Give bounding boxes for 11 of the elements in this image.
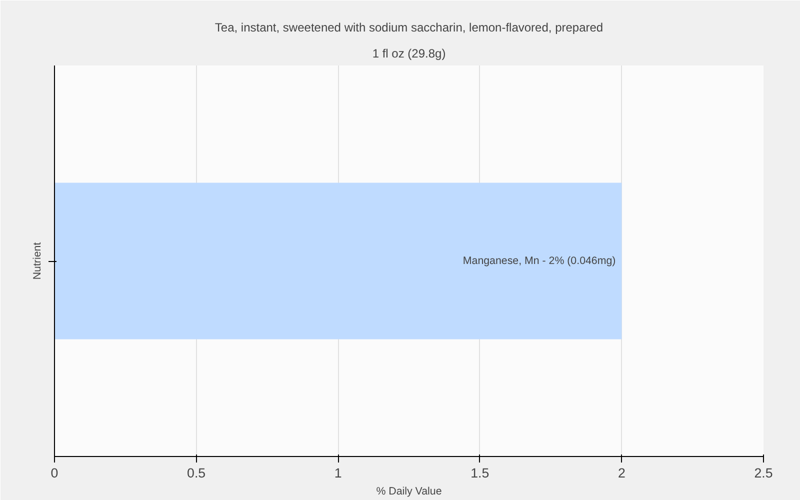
x-tick-label: 1	[334, 466, 342, 480]
x-tick-label: 1.5	[470, 466, 490, 480]
x-tick-label: 0	[50, 466, 58, 480]
x-axis-title: % Daily Value	[376, 486, 442, 498]
x-tick-label: 2.5	[754, 466, 773, 480]
chart-title: Tea, instant, sweetened with sodium saccharin, lemon-flavored, prepared	[214, 20, 604, 34]
x-tick-label: 2	[618, 466, 626, 480]
y-axis-title: Nutrient	[32, 242, 44, 280]
x-tick-label: 0.5	[187, 466, 206, 480]
chart-subtitle: 1 fl oz (29.8g)	[372, 46, 446, 60]
annotation: Manganese, Mn - 2% (0.046mg)	[462, 255, 616, 267]
